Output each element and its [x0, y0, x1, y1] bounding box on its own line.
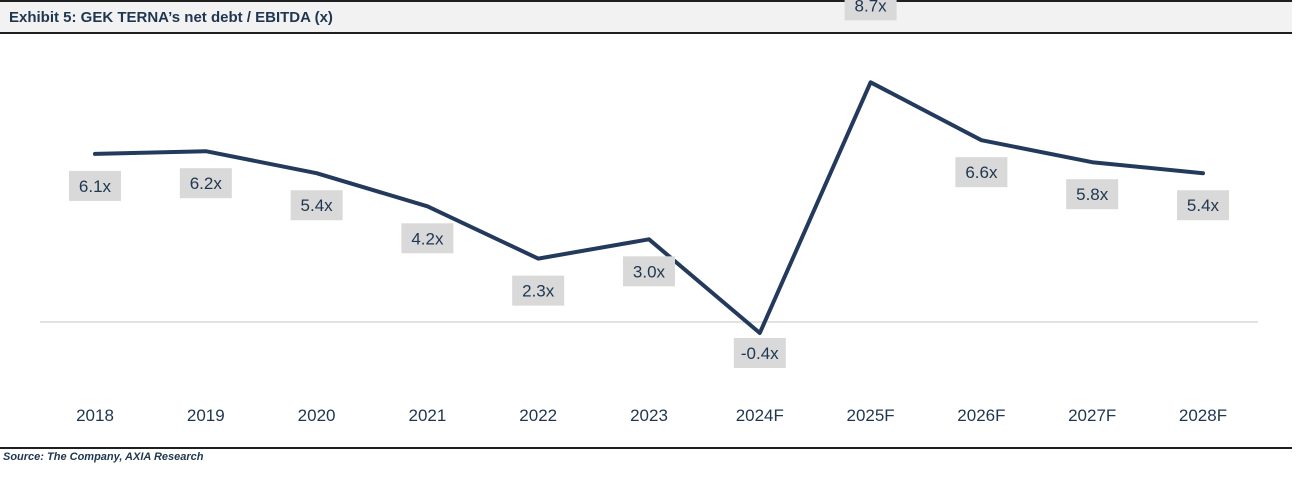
- data-label-text: 2.3x: [522, 282, 555, 301]
- x-tick-label-2018: 2018: [76, 406, 114, 425]
- data-label-text: 3.0x: [633, 262, 666, 281]
- data-label-box: [955, 157, 1008, 188]
- x-tick-label-2021: 2021: [408, 406, 446, 425]
- data-point: [94, 153, 96, 155]
- data-point: [205, 150, 207, 152]
- data-label-box: [623, 256, 675, 287]
- data-point: [1091, 161, 1093, 163]
- data-label-box: [179, 168, 232, 199]
- data-point: [1202, 172, 1204, 174]
- data-label-2026F: 6.6x: [955, 157, 1008, 188]
- x-tick-label-2027F: 2027F: [1068, 406, 1116, 425]
- source-note: Source: The Company, AXIA Research: [3, 451, 204, 463]
- data-label-text: 5.4x: [1187, 196, 1220, 215]
- data-label-box: [1066, 179, 1119, 210]
- data-label-text: 6.6x: [965, 163, 998, 182]
- data-label-box: [733, 338, 786, 369]
- data-label-2023: 3.0x: [623, 256, 675, 287]
- data-label-box: [512, 275, 565, 306]
- data-label-2019: 6.2x: [179, 168, 232, 199]
- data-label-2021: 4.2x: [401, 223, 454, 254]
- data-label-box: [290, 190, 343, 221]
- data-point: [537, 258, 539, 260]
- data-label-2024F: -0.4x: [733, 338, 786, 369]
- data-label-text: 5.8x: [1076, 185, 1109, 204]
- data-label-text: 8.7x: [855, 0, 888, 15]
- data-point: [648, 238, 650, 240]
- data-label-2025F: 8.7x: [844, 0, 897, 21]
- data-point: [759, 332, 761, 334]
- x-tick-label-2026F: 2026F: [957, 406, 1005, 425]
- data-label-2022: 2.3x: [512, 275, 565, 306]
- data-point: [980, 139, 982, 141]
- x-tick-label-2025F: 2025F: [846, 406, 894, 425]
- x-tick-label-2024F: 2024F: [736, 406, 784, 425]
- data-label-text: 6.2x: [190, 174, 223, 193]
- data-label-box: [401, 223, 454, 254]
- data-point: [426, 205, 428, 207]
- x-tick-label-2020: 2020: [298, 406, 336, 425]
- data-label-2018: 6.1x: [69, 170, 121, 201]
- data-label-2020: 5.4x: [290, 190, 343, 221]
- data-label-2027F: 5.8x: [1066, 179, 1119, 210]
- x-tick-label-2019: 2019: [187, 406, 225, 425]
- data-label-text: 4.2x: [411, 229, 444, 248]
- data-point: [870, 81, 872, 83]
- exhibit-header: Exhibit 5: GEK TERNA’s net debt / EBITDA…: [0, 0, 1292, 34]
- data-label-text: 6.1x: [79, 177, 112, 196]
- data-label-box: [69, 170, 121, 201]
- series-line: [93, 80, 1205, 335]
- data-label-text: 5.4x: [301, 196, 334, 215]
- data-label-box: [1177, 190, 1229, 221]
- x-tick-label-2022: 2022: [519, 406, 557, 425]
- data-label-text: -0.4x: [741, 344, 779, 363]
- data-point: [316, 172, 318, 174]
- data-label-box: [844, 0, 897, 21]
- data-label-2028F: 5.4x: [1177, 190, 1229, 221]
- x-tick-label-2028F: 2028F: [1179, 406, 1227, 425]
- exhibit-title: Exhibit 5: GEK TERNA’s net debt / EBITDA…: [9, 9, 333, 26]
- x-tick-label-2023: 2023: [630, 406, 668, 425]
- bottom-rule: [0, 447, 1292, 449]
